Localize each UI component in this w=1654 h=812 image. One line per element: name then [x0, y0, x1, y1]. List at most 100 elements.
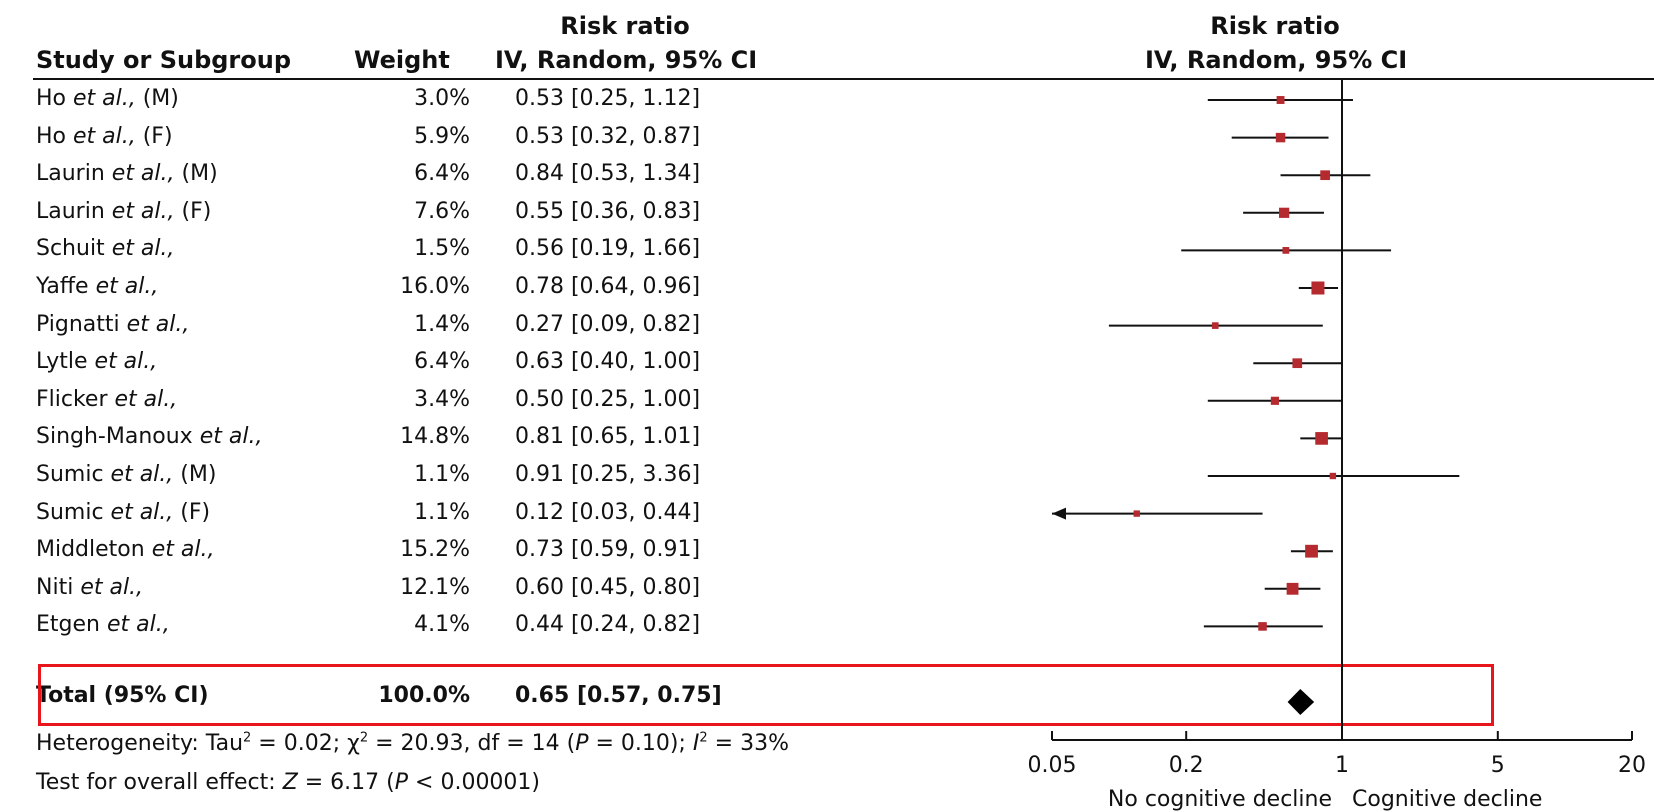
study-author: Lytle	[36, 349, 95, 375]
study-author: Sumic	[36, 462, 111, 487]
study-name: Ho et al., (M)	[36, 88, 179, 110]
study-suffix: (M)	[173, 462, 217, 487]
study-author: Middleton	[36, 537, 152, 563]
study-name: Etgen et al.,	[36, 614, 170, 636]
study-weight: 1.5%	[414, 236, 470, 262]
study-author: Ho	[36, 123, 73, 149]
x-tick-label: 5	[1491, 753, 1505, 778]
study-weight: 15.2%	[400, 537, 470, 563]
point-estimate	[1270, 396, 1279, 405]
study-ci: 0.56 [0.19, 1.66]	[515, 236, 701, 262]
point-estimate	[1286, 582, 1299, 595]
study-name: Laurin et al., (M)	[36, 163, 218, 185]
point-estimate	[1282, 247, 1290, 254]
ov-z: Z	[282, 770, 298, 795]
study-weight: 3.4%	[414, 386, 470, 412]
het-p: P	[575, 731, 589, 756]
axis-label-left: No cognitive decline	[1108, 787, 1332, 812]
study-author: Flicker	[36, 386, 115, 412]
study-name: Schuit et al.,	[36, 238, 174, 260]
study-name: Sumic et al., (M)	[36, 464, 216, 486]
overall-effect-note: Test for overall effect: Z = 6.17 (P < 0…	[36, 772, 540, 794]
het-prefix: Heterogeneity: Tau	[36, 731, 244, 756]
study-name: Sumic et al., (F)	[36, 499, 211, 525]
study-suffix: (F)	[174, 198, 212, 224]
total-label: Total (95% CI)	[36, 683, 209, 708]
total-ci: 0.65 [0.57, 0.75]	[515, 683, 722, 708]
study-suffix: (F)	[173, 499, 211, 525]
study-ci: 0.63 [0.40, 1.00]	[515, 349, 701, 375]
study-ci: 0.12 [0.03, 0.44]	[515, 499, 701, 525]
x-tick-label: 20	[1618, 753, 1646, 778]
total-highlight-box	[38, 664, 1494, 726]
point-estimate	[1329, 472, 1337, 480]
study-author: Pignatti	[36, 311, 127, 337]
study-etal: et al.,	[73, 86, 136, 111]
study-etal: et al.,	[80, 574, 144, 600]
ov-part2: = 6.17 (	[297, 770, 395, 795]
point-estimate	[1276, 96, 1285, 104]
study-ci: 0.53 [0.25, 1.12]	[515, 86, 701, 111]
study-suffix: (M)	[135, 86, 179, 111]
plot-header-rr-bottom: IV, Random, 95% CI	[1145, 46, 1408, 74]
study-weight: 7.6%	[414, 198, 470, 224]
het-part3: = 20.93, df = 14 (	[368, 731, 576, 756]
study-ci: 0.27 [0.09, 0.82]	[515, 311, 701, 337]
point-estimate	[1275, 132, 1286, 143]
study-name: Ho et al., (F)	[36, 123, 173, 149]
study-author: Etgen	[36, 612, 107, 638]
study-name: Yaffe et al.,	[36, 276, 158, 298]
ov-prefix: Test for overall effect:	[36, 770, 283, 795]
study-ci: 0.81 [0.65, 1.01]	[515, 424, 701, 450]
study-author: Ho	[36, 86, 73, 111]
point-estimate	[1133, 510, 1140, 517]
study-etal: et al.,	[110, 462, 174, 487]
axis-label-right: Cognitive decline	[1352, 787, 1542, 812]
study-ci: 0.60 [0.45, 0.80]	[515, 574, 701, 600]
study-etal: et al.,	[73, 123, 136, 149]
study-weight: 16.0%	[400, 274, 470, 299]
study-name: Singh-Manoux et al.,	[36, 426, 262, 448]
study-author: Laurin	[36, 198, 112, 224]
study-author: Niti	[36, 574, 81, 600]
study-ci: 0.91 [0.25, 3.36]	[515, 462, 701, 487]
study-weight: 1.1%	[414, 499, 470, 525]
het-part5: = 33%	[707, 731, 790, 756]
heterogeneity-note: Heterogeneity: Tau2 = 0.02; χ2 = 20.93, …	[36, 731, 790, 756]
study-name: Niti et al.,	[36, 574, 144, 600]
study-etal: et al.,	[111, 198, 175, 224]
study-etal: et al.,	[110, 499, 174, 525]
study-author: Yaffe	[36, 274, 96, 299]
ov-p: P	[394, 770, 409, 795]
study-ci: 0.53 [0.32, 0.87]	[515, 123, 701, 149]
study-ci: 0.84 [0.53, 1.34]	[515, 161, 701, 187]
study-author: Laurin	[36, 161, 112, 187]
header-rr-top: Risk ratio	[560, 12, 690, 40]
study-ci: 0.44 [0.24, 0.82]	[515, 612, 701, 638]
study-name: Lytle et al.,	[36, 351, 157, 373]
study-weight: 14.8%	[400, 424, 470, 450]
study-suffix: (M)	[174, 161, 218, 187]
het-i: I	[692, 731, 700, 756]
point-estimate	[1315, 432, 1328, 445]
header-weight: Weight	[354, 46, 450, 74]
total-diamond	[1287, 689, 1315, 715]
study-ci: 0.50 [0.25, 1.00]	[515, 386, 701, 412]
study-etal: et al.,	[151, 537, 215, 563]
study-weight: 1.1%	[414, 462, 470, 487]
total-weight: 100.0%	[378, 683, 470, 708]
study-etal: et al.,	[114, 386, 178, 412]
study-ci: 0.55 [0.36, 0.83]	[515, 198, 701, 224]
study-weight: 5.9%	[414, 123, 470, 149]
study-suffix: (F)	[135, 123, 173, 149]
het-part4: = 0.10);	[588, 731, 693, 756]
plot-header-rr-top: Risk ratio	[1210, 12, 1340, 40]
study-name: Flicker et al.,	[36, 386, 178, 412]
x-tick-label: 1	[1335, 753, 1349, 778]
study-name: Laurin et al., (F)	[36, 198, 212, 224]
study-weight: 1.4%	[414, 311, 470, 337]
study-author: Singh-Manoux	[36, 424, 200, 450]
study-etal: et al.,	[111, 236, 175, 262]
study-ci: 0.78 [0.64, 0.96]	[515, 274, 701, 299]
